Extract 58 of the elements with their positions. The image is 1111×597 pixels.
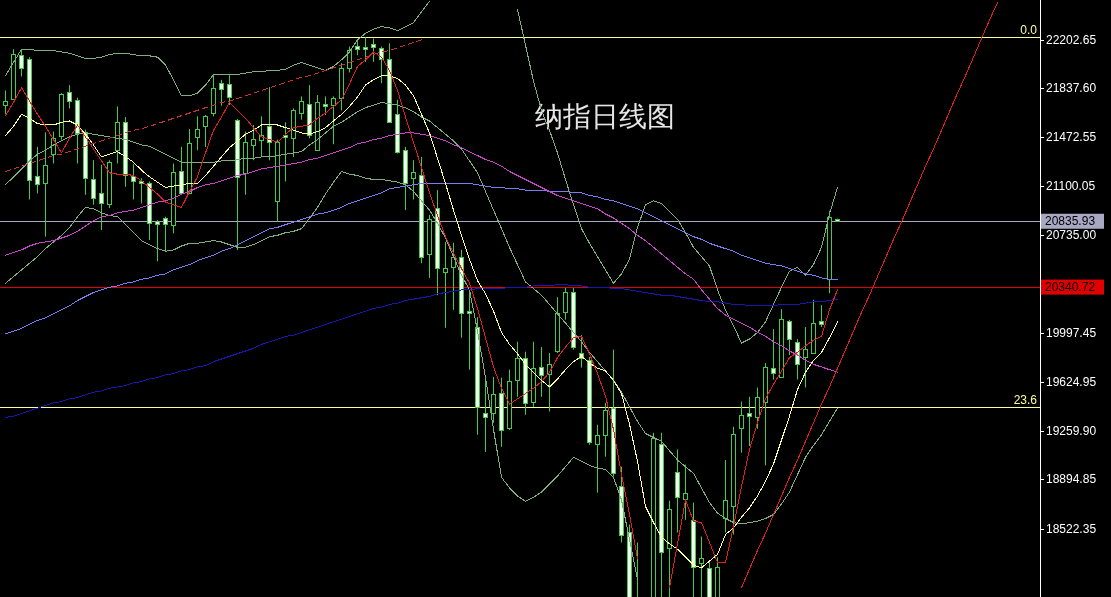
y-tick-label: 18894.85 [1046,472,1097,487]
candlestick [331,95,336,145]
candlestick [739,401,744,454]
y-tick-label: 18522.35 [1046,521,1097,536]
candlestick [227,74,232,106]
candlestick [595,424,600,494]
candlestick [195,115,200,151]
y-tick-label: 21472.55 [1046,129,1097,144]
candlestick [411,159,416,200]
annotation: 0.0 [1020,22,1038,37]
line-series [5,39,422,173]
candlestick [443,241,448,329]
candlestick [771,328,776,381]
y-tick-label: 19624.95 [1046,375,1097,390]
candlestick [35,146,40,194]
candlestick [723,459,728,534]
y-tick-label: 19997.45 [1046,325,1097,340]
candlestick [251,124,256,161]
candlestick [99,164,104,231]
candlestick [299,95,304,121]
candlestick [323,95,328,116]
candlestick [43,131,48,238]
candlestick [131,163,136,200]
candlestick [539,346,544,398]
candlestick [203,114,208,148]
y-tick-label: 20735.00 [1046,227,1097,242]
candlestick [155,219,160,262]
y-tick-label: 19259.90 [1046,423,1097,438]
candlestick [515,341,520,398]
candlestick [563,287,568,321]
candlestick [219,79,224,107]
candlestick [787,319,792,356]
candlestick [163,216,168,252]
candlestick [491,376,496,424]
candlestick [371,38,376,63]
candlestick [699,536,704,597]
candlestick [819,304,824,328]
ref-line-label: 20340.72 [1045,280,1096,295]
annotation: 23.6 [1013,392,1038,407]
candlestick [683,464,688,521]
candlestick [755,387,760,430]
candlestick [91,159,96,206]
line-series [741,2,998,589]
candlestick [363,36,368,63]
line-series [5,182,838,335]
y-tick-label: 21837.60 [1046,81,1097,96]
line-series [5,132,838,373]
y-tick-label: 21100.05 [1046,179,1096,194]
candlestick [803,326,808,389]
candlestick [3,89,8,115]
candlestick [267,86,272,161]
line-series [5,284,838,418]
candlestick [19,49,24,77]
ref-line-label: 20835.93 [1045,214,1096,229]
line-series [5,171,638,581]
candlestick [67,84,72,109]
candlestick [747,396,752,447]
y-tick-label: 22202.65 [1046,32,1097,47]
